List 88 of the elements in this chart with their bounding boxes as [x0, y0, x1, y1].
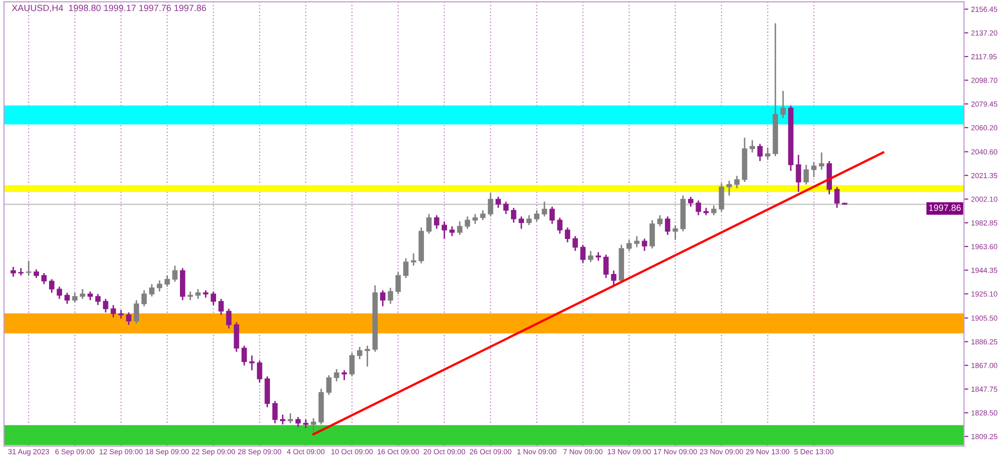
chart-title: XAUUSD,H4 1998.80 1999.17 1997.76 1997.86 — [12, 4, 206, 12]
candlestick — [272, 400, 278, 424]
candlestick — [164, 274, 170, 288]
candlestick — [56, 286, 62, 300]
candlestick — [549, 206, 555, 225]
candlestick — [696, 200, 702, 216]
candlestick — [518, 216, 524, 230]
candlestick — [572, 235, 578, 252]
candlestick — [503, 200, 509, 215]
candlestick — [711, 204, 716, 216]
candlestick — [488, 192, 494, 218]
candlestick — [510, 207, 516, 224]
candlestick — [364, 344, 370, 368]
candlestick — [295, 416, 301, 428]
candlestick — [765, 146, 770, 161]
candlestick — [480, 210, 486, 221]
candlestick — [434, 214, 440, 230]
candlestick — [280, 414, 286, 426]
candlestick — [234, 322, 240, 353]
candlestick — [388, 287, 394, 305]
candlestick — [650, 219, 655, 250]
candlestick — [611, 270, 616, 286]
candlestick — [811, 162, 817, 178]
candlestick — [26, 260, 32, 276]
candlestick — [349, 352, 355, 378]
candlestick — [557, 216, 562, 234]
candlestick — [804, 164, 809, 186]
candlestick — [396, 271, 401, 295]
candlestick — [334, 368, 340, 382]
candlestick — [718, 182, 724, 212]
candlestick — [218, 298, 224, 316]
candlestick — [534, 210, 540, 222]
candlestick — [210, 290, 216, 306]
candlestick — [472, 213, 478, 225]
candlestick — [256, 360, 262, 384]
candlestick — [380, 290, 386, 307]
candlestick — [580, 244, 586, 264]
candlestick — [288, 412, 294, 424]
candlestick — [657, 214, 663, 227]
candlestick — [780, 90, 786, 119]
candlestick — [834, 186, 840, 209]
candlestick — [588, 250, 594, 263]
candlestick — [326, 374, 332, 396]
candlestick — [457, 220, 462, 236]
candlestick — [226, 308, 232, 330]
candlestick — [41, 272, 47, 285]
candlestick — [80, 288, 86, 300]
candlestick — [134, 299, 140, 324]
candlestick — [634, 235, 640, 248]
candlestick — [688, 196, 694, 208]
candlestick — [357, 346, 362, 360]
candlestick — [750, 139, 755, 154]
candlestick — [64, 292, 70, 305]
candlestick — [72, 292, 78, 304]
candlestick — [242, 344, 247, 366]
candlestick — [172, 264, 178, 282]
candlestick — [464, 216, 470, 230]
candlestick — [141, 290, 147, 307]
candlestick — [818, 152, 824, 170]
candlestick — [95, 293, 101, 306]
candlestick — [410, 252, 416, 266]
candlestick — [342, 370, 347, 381]
candlestick — [664, 216, 670, 236]
candlestick — [49, 278, 54, 294]
candlestick — [110, 304, 116, 318]
candlestick — [310, 418, 316, 434]
candlestick — [442, 220, 448, 240]
ref-line-label: 1997.86 — [929, 204, 961, 211]
candlestick — [449, 226, 455, 237]
candlestick — [626, 239, 632, 252]
candlestick — [403, 258, 409, 279]
candlestick — [734, 175, 740, 189]
candlestick — [564, 226, 570, 243]
candlestick — [526, 214, 532, 226]
candlestick — [102, 298, 108, 314]
candlestick — [642, 238, 648, 252]
candlestick — [149, 283, 154, 298]
candlestick — [542, 200, 548, 218]
candlestick — [426, 213, 432, 234]
candlestick — [726, 180, 732, 196]
candlestick — [195, 288, 201, 300]
candlestick — [603, 254, 609, 279]
candlestick — [757, 143, 763, 162]
candlestick — [126, 312, 132, 326]
candlestick — [672, 224, 678, 241]
candlestick — [10, 266, 16, 278]
candlestick — [796, 154, 802, 193]
candlestick — [496, 196, 501, 209]
